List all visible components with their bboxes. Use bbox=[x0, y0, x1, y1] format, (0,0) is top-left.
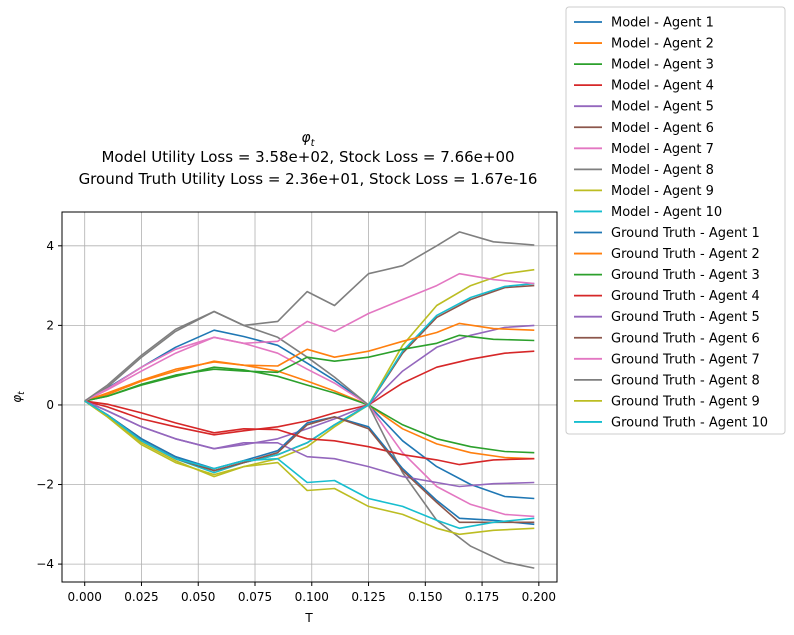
legend-entry-label: Model - Agent 4 bbox=[611, 79, 714, 94]
series-line-12 bbox=[84, 322, 535, 402]
legend-entry-label: Model - Agent 10 bbox=[611, 205, 722, 220]
legend-entry-label: Ground Truth - Agent 4 bbox=[611, 289, 760, 304]
series-line-11 bbox=[84, 400, 535, 526]
x-tick-label: 0.100 bbox=[295, 590, 329, 604]
legend-entry-label: Ground Truth - Agent 5 bbox=[611, 310, 760, 325]
plot-frame bbox=[61, 211, 558, 583]
y-tick-label: 2 bbox=[46, 318, 54, 332]
chart-title-line-3: Ground Truth Utility Loss = 2.36e+01, St… bbox=[79, 170, 538, 188]
chart-title-line-2: Model Utility Loss = 3.58e+02, Stock Los… bbox=[101, 148, 514, 166]
legend-entry-label: Ground Truth - Agent 3 bbox=[611, 268, 760, 283]
legend-entry-label: Model - Agent 3 bbox=[611, 58, 714, 73]
legend-entry-label: Model - Agent 7 bbox=[611, 142, 714, 157]
legend-entry-label: Ground Truth - Agent 10 bbox=[611, 415, 768, 430]
series-line-1 bbox=[84, 329, 535, 500]
legend-entry-label: Model - Agent 6 bbox=[611, 121, 714, 136]
legend-frame bbox=[565, 6, 786, 435]
series-line-14 bbox=[84, 400, 535, 466]
legend-entry-label: Ground Truth - Agent 2 bbox=[611, 247, 760, 262]
axis-ticks: 0.000 0.025 0.050 0.075 0.100 0.125 0.150 0.175… bbox=[36, 239, 556, 604]
legend: Model - Agent 1 Model - Agent 2 Model - Ag… bbox=[565, 6, 786, 435]
series-line-18 bbox=[84, 231, 535, 402]
series-line-16 bbox=[84, 400, 535, 524]
series-line-7 bbox=[84, 336, 535, 518]
x-tick-label: 0.175 bbox=[465, 590, 499, 604]
legend-entry-label: Model - Agent 1 bbox=[611, 16, 714, 31]
x-tick-label: 0.075 bbox=[238, 590, 272, 604]
y-tick-label: 0 bbox=[46, 398, 54, 412]
x-tick-label: 0.200 bbox=[522, 590, 556, 604]
x-tick-label: 0.150 bbox=[408, 590, 442, 604]
y-axis-label: φt bbox=[10, 391, 27, 403]
y-tick-label: 4 bbox=[46, 239, 54, 253]
legend-entry-label: Ground Truth - Agent 6 bbox=[611, 331, 760, 346]
legend-entry-label: Model - Agent 9 bbox=[611, 184, 714, 199]
legend-entry-label: Model - Agent 2 bbox=[611, 37, 714, 52]
series-line-15 bbox=[84, 400, 535, 488]
y-tick-label: −4 bbox=[36, 557, 54, 571]
x-tick-label: 0.125 bbox=[351, 590, 385, 604]
y-tick-label: −2 bbox=[36, 478, 54, 492]
grid bbox=[62, 212, 557, 582]
series-line-2 bbox=[84, 360, 535, 460]
legend-entry-label: Ground Truth - Agent 7 bbox=[611, 352, 760, 367]
series-line-4 bbox=[84, 350, 535, 436]
series-line-17 bbox=[84, 272, 535, 402]
x-tick-label: 0.025 bbox=[124, 590, 158, 604]
series-line-13 bbox=[84, 334, 535, 402]
series-line-3 bbox=[84, 366, 535, 454]
legend-entry-label: Ground Truth - Agent 8 bbox=[611, 373, 760, 388]
series-line-19 bbox=[84, 400, 535, 536]
legend-entry-label: Model - Agent 5 bbox=[611, 100, 714, 115]
chart-title-symbol: φt bbox=[301, 130, 315, 149]
x-tick-label: 0.000 bbox=[68, 590, 102, 604]
series-line-20 bbox=[84, 400, 535, 530]
legend-entry-label: Ground Truth - Agent 1 bbox=[611, 226, 760, 241]
legend-entry-label: Model - Agent 8 bbox=[611, 163, 714, 178]
x-axis-label: T bbox=[304, 611, 313, 625]
series-lines bbox=[84, 231, 535, 569]
series-line-9 bbox=[84, 268, 535, 478]
x-tick-label: 0.050 bbox=[181, 590, 215, 604]
legend-entry-label: Ground Truth - Agent 9 bbox=[611, 394, 760, 409]
